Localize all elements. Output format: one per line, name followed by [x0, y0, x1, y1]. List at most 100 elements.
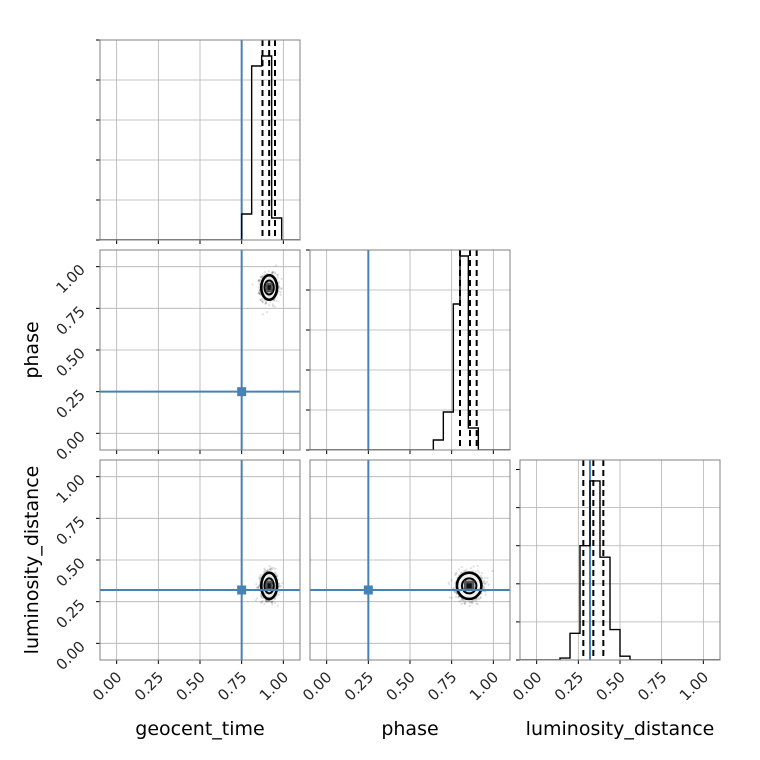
sample-point [484, 593, 487, 597]
density-peak [466, 583, 472, 589]
sample-point [258, 289, 261, 292]
panel-geocent_time-vs-luminosity_distance: 0.000.250.500.751.000.00 0.25 0.50 0.75 1.00 [52, 459, 301, 704]
sample-point [275, 299, 278, 303]
panel-frame [99, 249, 301, 451]
sample-point [456, 596, 460, 599]
sample-point [273, 305, 276, 308]
panel-frame [519, 459, 721, 661]
sample-point [462, 570, 466, 573]
sample-point [276, 604, 279, 607]
sample-point [280, 277, 283, 281]
sample-point [464, 569, 467, 572]
sample-point [276, 273, 280, 276]
panel-phase-vs-luminosity_distance: 0.00 0.25 0.50 0.75 1.00 [299, 459, 511, 704]
sample-point [485, 580, 489, 583]
sample-point [270, 568, 273, 571]
sample-point [263, 602, 266, 606]
sample-point [255, 597, 259, 600]
sample-point [273, 597, 276, 600]
sample-point [263, 570, 266, 573]
sample-point [482, 585, 485, 588]
sample-point [278, 582, 281, 586]
density-peak [267, 583, 271, 589]
sample-point [470, 601, 473, 605]
sample-point [266, 600, 269, 604]
sample-point [270, 271, 273, 274]
x-axis-label-geocent_time: geocent_time [135, 718, 264, 740]
x-tick-label: 0.75 [634, 668, 670, 704]
sample-point [448, 583, 451, 586]
panel-frame [309, 459, 511, 661]
x-tick-label: 1.00 [466, 668, 502, 704]
sample-point [471, 599, 474, 602]
sample-point [259, 275, 262, 278]
sample-point [477, 598, 481, 601]
sample-point [271, 603, 274, 606]
sample-point [257, 291, 261, 294]
y-tick-label: 0.25 [52, 596, 88, 632]
sample-point [274, 572, 278, 575]
sample-point [474, 570, 477, 573]
sample-point [479, 574, 482, 577]
x-tick-label: 0.50 [592, 668, 628, 704]
sample-point [450, 596, 454, 599]
sample-point [281, 581, 284, 584]
sample-point [278, 285, 281, 288]
sample-point [277, 287, 281, 290]
sample-point [268, 300, 272, 303]
x-tick-label: 0.00 [89, 668, 125, 704]
panel-frame [309, 249, 511, 451]
sample-point [257, 291, 260, 295]
truth-marker [237, 585, 247, 595]
sample-point [480, 576, 484, 579]
sample-point [274, 272, 277, 275]
x-tick-label: 0.25 [131, 668, 167, 704]
sample-point [260, 275, 263, 279]
sample-point [280, 287, 283, 290]
y-tick-label: 0.75 [52, 302, 88, 338]
x-tick-label: 0.00 [509, 668, 545, 704]
sample-point [272, 566, 275, 570]
sample-point [260, 595, 263, 598]
sample-point [464, 600, 467, 603]
sample-point [483, 580, 486, 583]
sample-point [258, 290, 261, 294]
sample-point [474, 599, 477, 602]
sample-point [459, 572, 462, 575]
y-tick-label: 0.75 [52, 512, 88, 548]
sample-point [269, 600, 272, 603]
sample-point [268, 567, 272, 570]
sample-point [257, 279, 260, 282]
sample-point [261, 599, 264, 603]
sample-point [265, 599, 268, 603]
sample-point [264, 301, 268, 304]
sample-point [273, 299, 276, 302]
density-peak [267, 285, 271, 290]
x-tick-label: 1.00 [256, 668, 292, 704]
sample-point [463, 602, 467, 606]
sample-point [259, 298, 262, 301]
sample-point [468, 601, 471, 604]
sample-point [479, 596, 482, 600]
sample-point [460, 565, 463, 569]
sample-point [270, 601, 273, 604]
sample-point [491, 569, 494, 572]
sample-point [273, 271, 276, 274]
sample-point [464, 602, 467, 605]
sample-point [263, 270, 266, 274]
sample-point [276, 574, 279, 577]
sample-point [448, 596, 451, 599]
sample-point [472, 570, 475, 573]
sample-point [472, 565, 475, 568]
sample-point [261, 301, 264, 304]
y-tick-label: 0.50 [52, 344, 88, 380]
sample-point [279, 291, 282, 294]
sample-point [454, 595, 458, 599]
sample-point [257, 279, 261, 283]
y-tick-label: 1.00 [52, 261, 88, 297]
sample-point [479, 596, 482, 599]
sample-point [260, 596, 264, 599]
sample-point [484, 590, 487, 593]
histogram-step [520, 480, 720, 660]
sample-point [454, 573, 457, 576]
